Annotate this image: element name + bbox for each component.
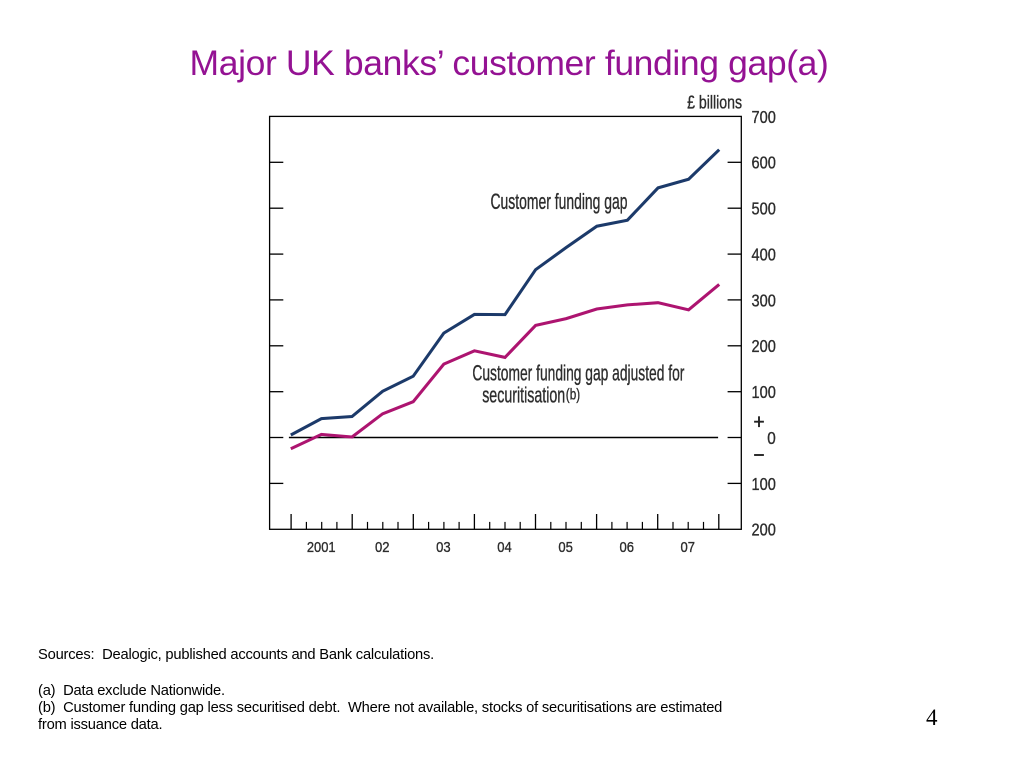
svg-text:500: 500 xyxy=(752,199,777,219)
svg-text:400: 400 xyxy=(752,244,777,264)
svg-text:300: 300 xyxy=(752,290,777,310)
svg-text:Customer funding gap: Customer funding gap xyxy=(491,189,628,214)
svg-text:06: 06 xyxy=(619,539,634,556)
svg-text:0: 0 xyxy=(767,428,776,448)
svg-text:02: 02 xyxy=(375,539,390,556)
svg-text:Customer funding gap adjusted: Customer funding gap adjusted for xyxy=(472,360,684,385)
svg-text:600: 600 xyxy=(752,153,777,173)
svg-text:03: 03 xyxy=(436,539,451,556)
svg-text:05: 05 xyxy=(558,539,573,556)
svg-text:£ billions: £ billions xyxy=(687,91,742,112)
svg-text:04: 04 xyxy=(497,539,512,556)
svg-text:200: 200 xyxy=(752,520,777,540)
svg-text:securitisation: securitisation xyxy=(482,383,565,408)
svg-text:100: 100 xyxy=(752,474,777,494)
svg-text:2001: 2001 xyxy=(307,539,336,556)
svg-text:(b): (b) xyxy=(566,387,580,404)
svg-text:07: 07 xyxy=(681,539,696,556)
svg-text:700: 700 xyxy=(752,107,777,127)
svg-text:100: 100 xyxy=(752,382,777,402)
svg-text:200: 200 xyxy=(752,336,777,356)
